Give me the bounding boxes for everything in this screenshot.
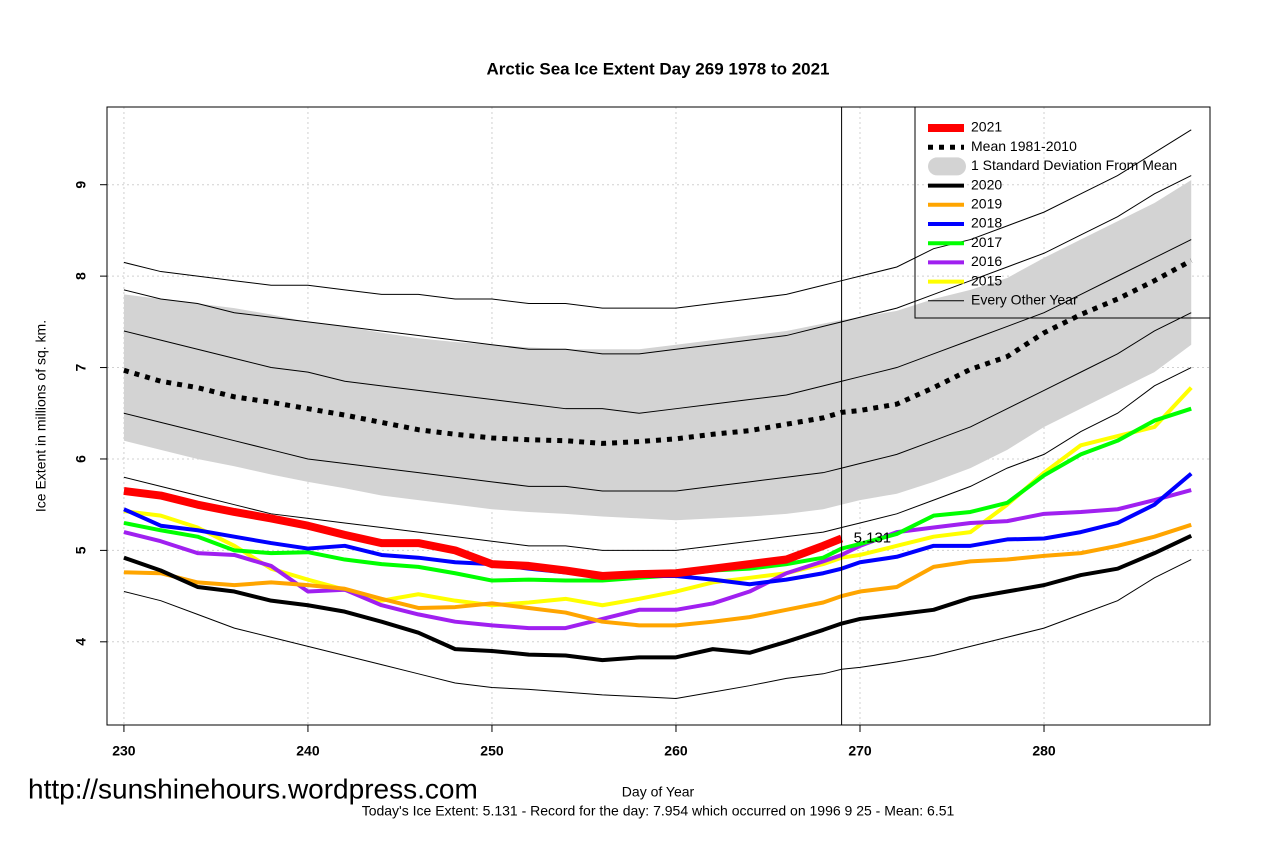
y-tick-label: 7 [73,363,89,371]
legend-swatch [928,157,966,176]
legend-label: 2016 [971,253,1002,269]
y-axis-label: Ice Extent in millions of sq. km. [33,320,49,512]
y-tick-label: 4 [73,638,89,646]
x-tick-label: 260 [664,743,688,759]
other-year-line [123,129,1192,309]
x-tick-label: 280 [1032,743,1056,759]
legend-label: Every Other Year [971,292,1078,308]
y-tick-label: 9 [73,181,89,189]
y-tick-label: 8 [73,272,89,280]
x-tick-label: 240 [296,743,320,759]
series-line [123,258,1193,446]
x-tick-label: 250 [480,743,504,759]
other-year-line [123,559,1192,699]
legend-label: 2015 [971,272,1002,288]
other-year-line [123,175,1192,355]
other-year-line [123,239,1192,414]
other-year-line [123,312,1192,492]
legend-label: 2017 [971,234,1002,250]
legend-label: 2019 [971,196,1002,212]
x-axis-label: Day of Year [622,784,695,800]
watermark: http://sunshinehours.wordpress.com [28,773,478,804]
x-tick-label: 270 [848,743,872,759]
series-line [123,486,844,580]
chart-title: Arctic Sea Ice Extent Day 269 1978 to 20… [486,59,829,78]
series-line [123,522,1192,628]
sd-band [123,180,1192,521]
y-tick-label: 6 [73,455,89,463]
y-tick-label: 5 [73,546,89,554]
footer: Today's Ice Extent: 5.131 - Record for t… [362,803,955,819]
plot-frame [106,106,1211,726]
legend-box [914,106,1211,319]
legend-label: 2018 [971,215,1002,231]
value-label: 5.131 [854,529,892,546]
legend-label: 1 Standard Deviation From Mean [971,157,1177,173]
x-tick-label: 230 [112,743,136,759]
legend-label: Mean 1981-2010 [971,138,1077,154]
legend-label: 2021 [971,119,1002,135]
series-line [123,488,1192,631]
other-year-line [123,367,1192,551]
series-line [123,533,1193,663]
legend-label: 2020 [971,176,1002,192]
